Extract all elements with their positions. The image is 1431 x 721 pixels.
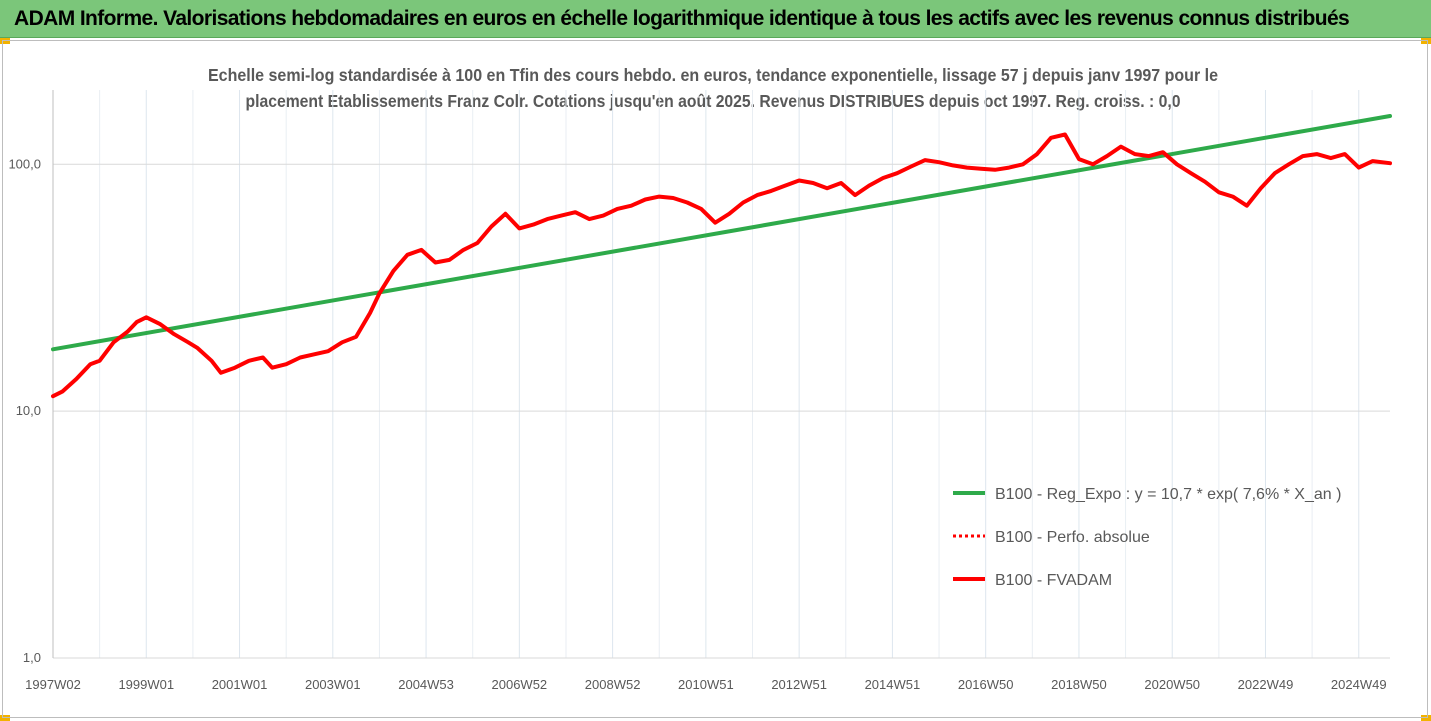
chart-subtitle-line-2: placement Etablissements Franz Colr. Cot… bbox=[246, 91, 1181, 111]
x-tick-label-13: 2022W49 bbox=[1238, 677, 1294, 692]
x-tick-label-4: 2004W53 bbox=[398, 677, 454, 692]
x-tick-label-8: 2012W51 bbox=[771, 677, 827, 692]
x-tick-label-6: 2008W52 bbox=[585, 677, 641, 692]
x-axis-ticks: 1997W02 1999W01 2001W01 2003W01 2004W53 2006W… bbox=[25, 677, 1386, 692]
x-tick-label-1: 1999W01 bbox=[118, 677, 174, 692]
legend: B100 - Reg_Expo : y = 10,7 * exp( 7,6% *… bbox=[953, 486, 1341, 589]
x-tick-label-3: 2003W01 bbox=[305, 677, 361, 692]
x-tick-label-11: 2018W50 bbox=[1051, 677, 1107, 692]
y-tick-label-0: 1,0 bbox=[23, 650, 41, 665]
report-title: ADAM Informe. Valorisations hebdomadaire… bbox=[14, 7, 1350, 30]
x-tick-label-5: 2006W52 bbox=[492, 677, 548, 692]
corner-marker-right bbox=[1421, 38, 1431, 44]
series-group bbox=[51, 114, 1392, 399]
legend-label-2: B100 - FVADAM bbox=[995, 572, 1112, 589]
x-tick-label-10: 2016W50 bbox=[958, 677, 1014, 692]
chart-subtitle-line-1: Echelle semi-log standardisée à 100 en T… bbox=[208, 65, 1218, 85]
y-tick-label-2: 100,0 bbox=[8, 156, 41, 171]
x-tick-label-2: 2001W01 bbox=[212, 677, 268, 692]
x-tick-label-7: 2010W51 bbox=[678, 677, 734, 692]
x-tick-label-9: 2014W51 bbox=[865, 677, 921, 692]
corner-marker-bottom-right bbox=[1421, 715, 1431, 721]
report-banner: ADAM Informe. Valorisations hebdomadaire… bbox=[0, 0, 1431, 38]
chart-frame bbox=[2, 40, 1428, 718]
y-axis-ticks: 1,0 10,0 100,0 bbox=[8, 156, 41, 665]
series-line-0 bbox=[51, 114, 1392, 352]
corner-marker-left bbox=[0, 38, 10, 44]
x-tick-label-14: 2024W49 bbox=[1331, 677, 1387, 692]
x-tick-label-0: 1997W02 bbox=[25, 677, 81, 692]
legend-label-1: B100 - Perfo. absolue bbox=[995, 529, 1150, 546]
y-tick-label-1: 10,0 bbox=[16, 403, 41, 418]
legend-label-0: B100 - Reg_Expo : y = 10,7 * exp( 7,6% *… bbox=[995, 486, 1341, 503]
grid-lines bbox=[52, 90, 1390, 659]
x-tick-label-12: 2020W50 bbox=[1144, 677, 1200, 692]
corner-marker-bottom-left bbox=[0, 715, 10, 721]
series-line-2 bbox=[51, 132, 1392, 399]
